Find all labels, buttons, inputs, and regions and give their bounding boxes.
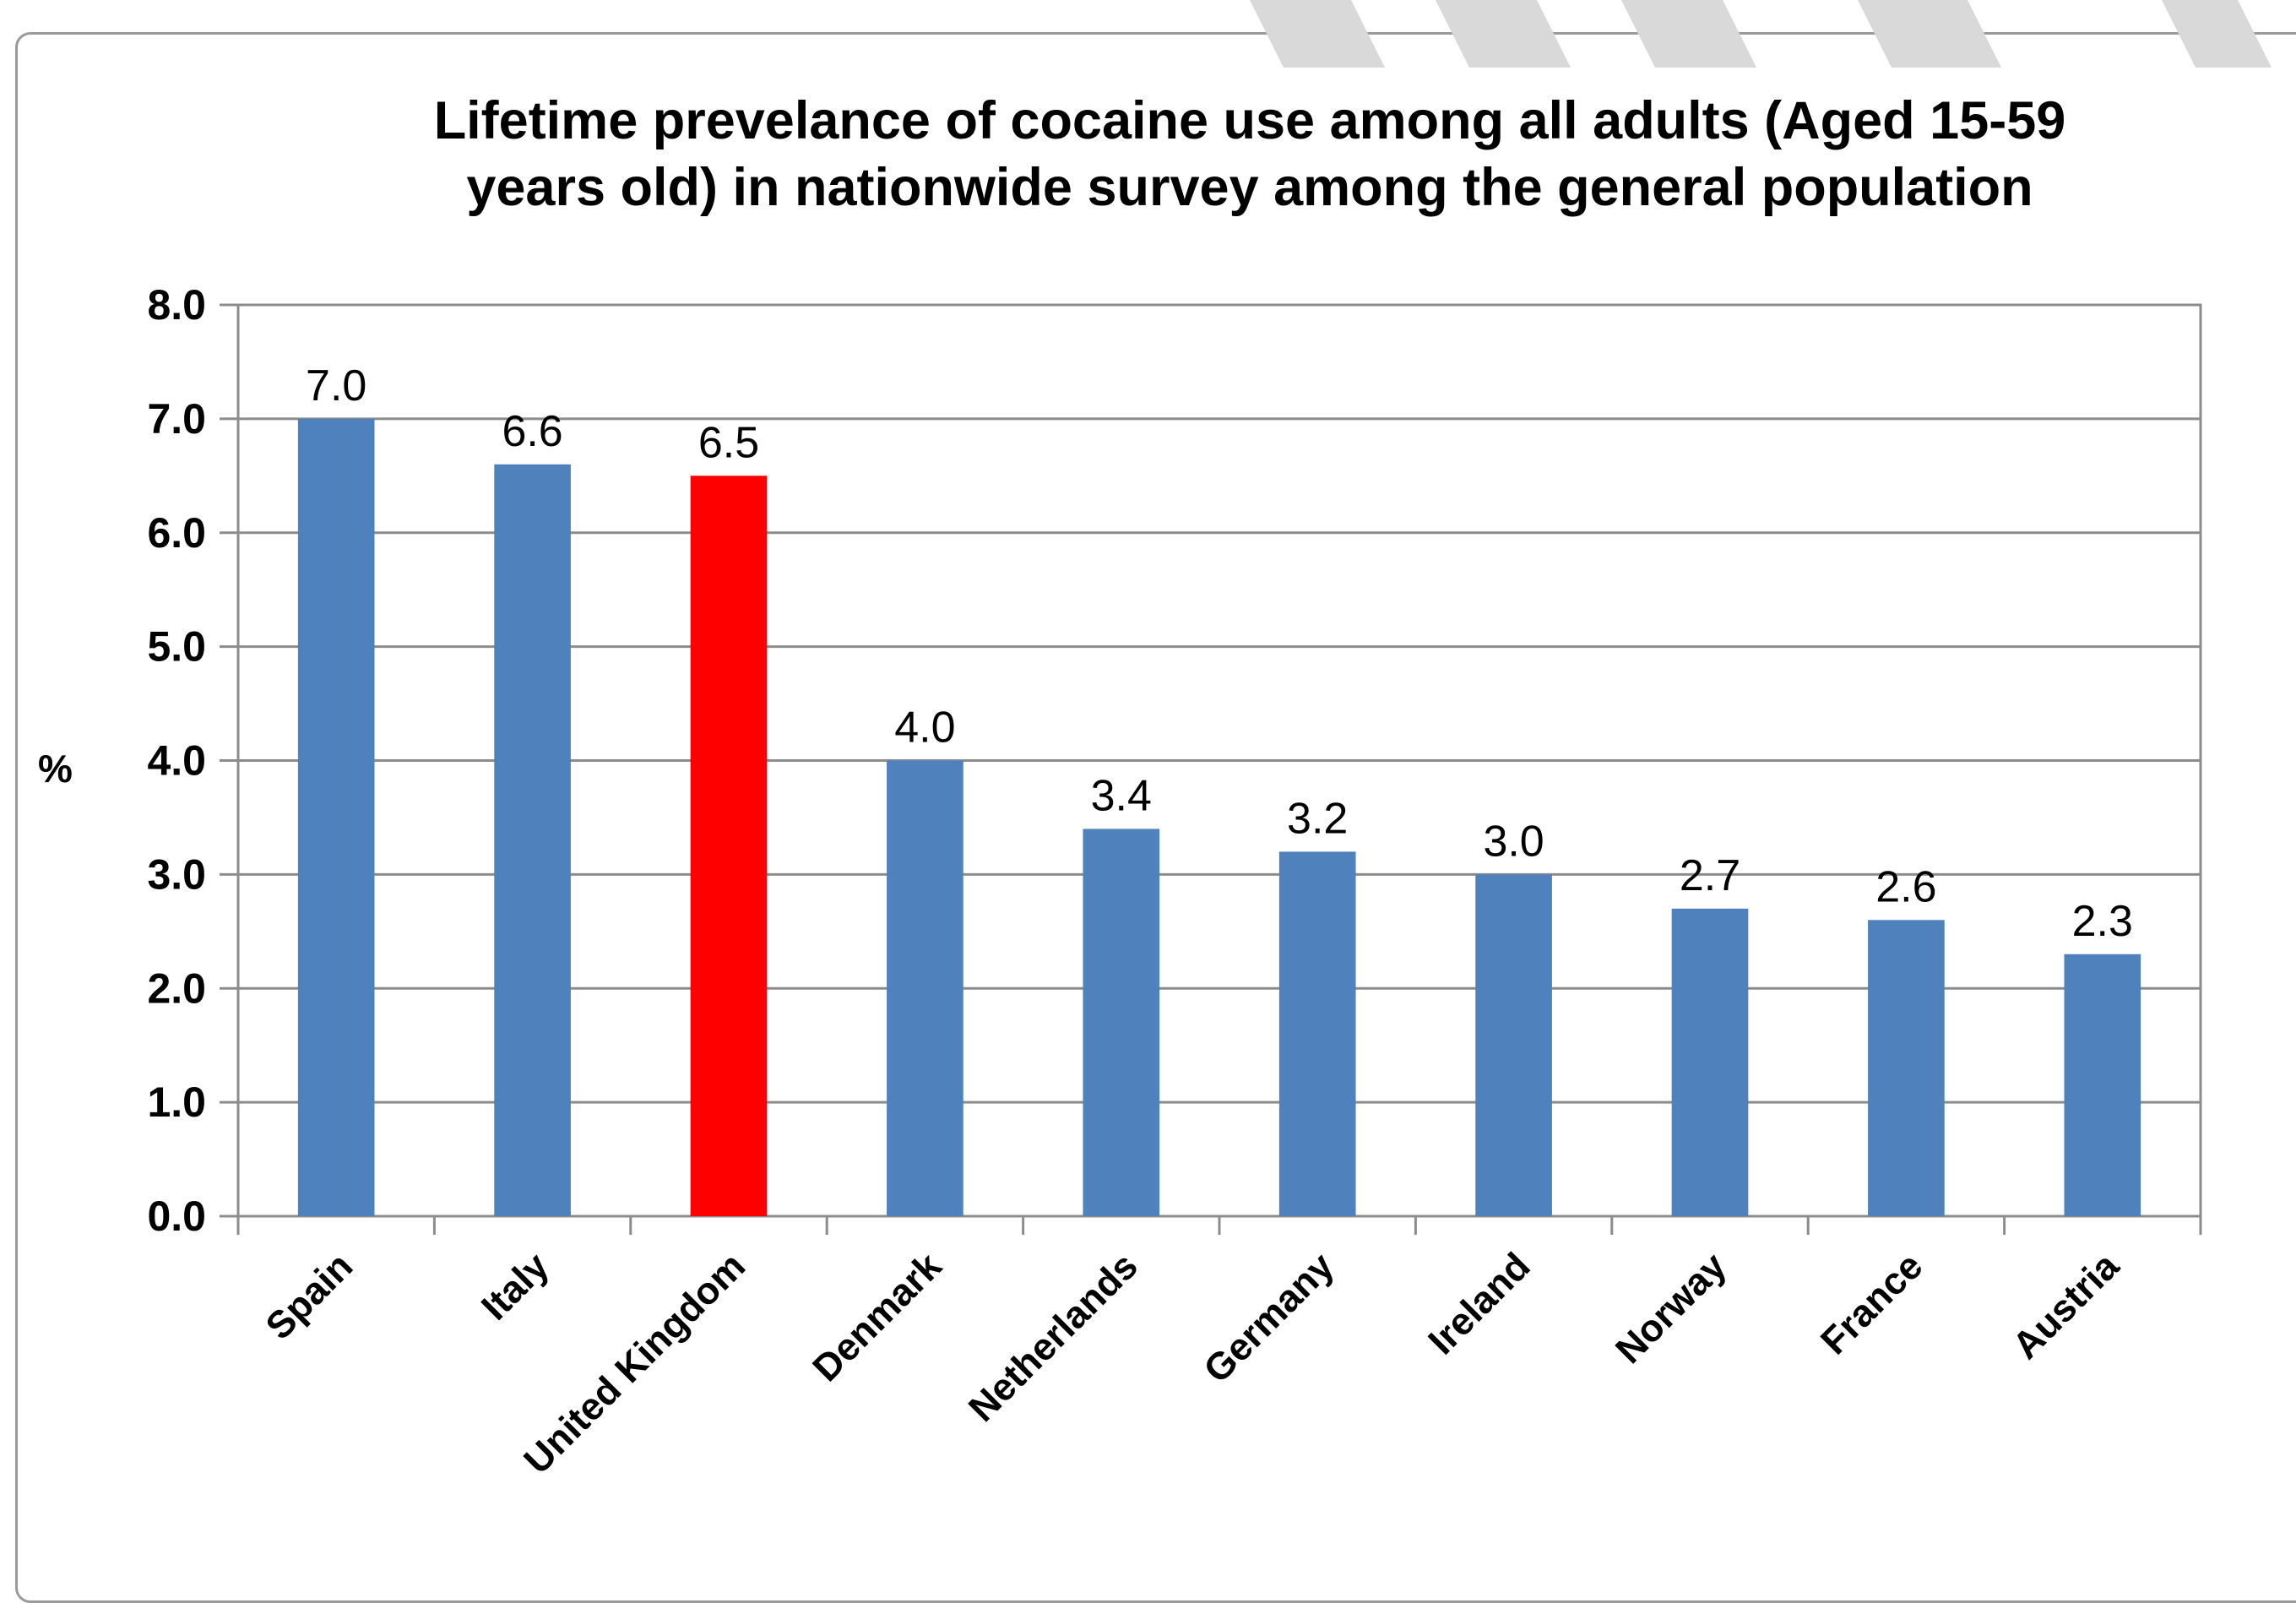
bar — [1671, 908, 1749, 1216]
y-tick-label: 7.0 — [147, 395, 206, 443]
bar — [1278, 851, 1356, 1216]
bar — [494, 464, 571, 1216]
decorative-stripe — [1436, 0, 1571, 68]
bar — [690, 475, 768, 1216]
decorative-stripe — [1858, 0, 2001, 68]
bar — [887, 760, 963, 1216]
y-tick-label: 0.0 — [147, 1193, 206, 1240]
y-tick-label: 8.0 — [147, 281, 206, 329]
data-label: 6.6 — [502, 407, 562, 456]
decorative-stripe — [1621, 0, 1756, 68]
data-label: 3.2 — [1287, 794, 1348, 843]
data-label: 2.7 — [1680, 851, 1740, 900]
x-tick-label: Denmark — [804, 1243, 950, 1389]
decorative-stripe — [2162, 0, 2272, 68]
x-tick-label: Spain — [258, 1244, 361, 1348]
data-label: 7.0 — [306, 361, 366, 410]
y-tick-label: 1.0 — [147, 1079, 206, 1126]
y-tick-label: 4.0 — [147, 737, 206, 785]
data-label: 2.3 — [2072, 897, 2133, 946]
data-label: 3.4 — [1091, 771, 1152, 820]
y-tick-label: 3.0 — [147, 850, 206, 898]
x-tick-label: Italy — [473, 1244, 557, 1329]
data-label: 6.5 — [698, 418, 759, 467]
bar — [1475, 874, 1552, 1216]
chart-title: Lifetime prevelance of cocaine use among… — [253, 88, 2246, 221]
x-tick-label: Netherlands — [960, 1244, 1146, 1430]
x-tick-label: Ireland — [1419, 1244, 1538, 1362]
x-tick-label: Norway — [1607, 1244, 1734, 1372]
decorative-stripes — [1250, 0, 2272, 68]
y-tick-label: 6.0 — [147, 509, 206, 557]
x-tick-label: Austria — [2004, 1243, 2127, 1367]
y-axis-label: % — [38, 747, 73, 791]
bar — [1868, 920, 1945, 1216]
x-tick-label: France — [1812, 1244, 1930, 1362]
bar-chart: 0.0 1.0 2.0 3.0 4.0 5.0 6.0 7.0 8.0% 7.0 Spain 6.6 I… — [38, 281, 2202, 1482]
data-label: 3.0 — [1483, 817, 1544, 866]
bar — [297, 418, 375, 1216]
chart-title-line-1: Lifetime prevelance of cocaine use among… — [433, 91, 2066, 150]
chart-title-line-2: years old) in nationwide survey among th… — [466, 158, 2033, 217]
data-label: 2.6 — [1875, 862, 1936, 911]
chart-frame — [15, 32, 2296, 1603]
data-label: 4.0 — [894, 704, 955, 753]
y-tick-label: 5.0 — [147, 623, 206, 671]
decorative-stripe — [1250, 0, 1385, 68]
x-tick-label: Germany — [1195, 1244, 1342, 1391]
y-tick-label: 2.0 — [147, 965, 206, 1012]
bar — [1083, 829, 1160, 1216]
bar — [2064, 954, 2141, 1216]
